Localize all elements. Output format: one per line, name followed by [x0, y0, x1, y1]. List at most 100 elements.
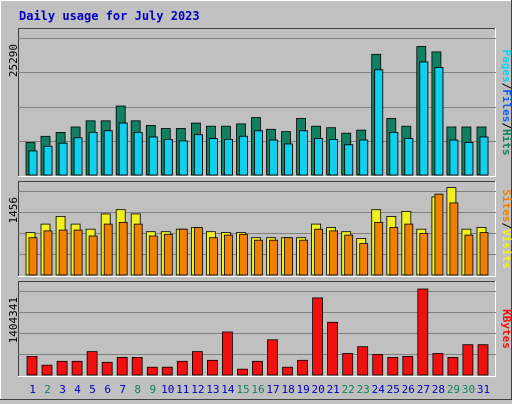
y-max-label: 1404341 — [7, 297, 20, 343]
day-label: 17 — [266, 383, 279, 396]
day-label: 23 — [357, 383, 370, 396]
bar-sites — [118, 221, 128, 276]
right-label-pages: Pages — [500, 50, 512, 83]
bar-sites — [344, 234, 354, 276]
day-label: 20 — [311, 383, 324, 396]
bar-kbytes — [327, 321, 339, 376]
bar-kbytes — [402, 355, 414, 376]
bar-kbytes — [176, 360, 188, 376]
bar-sites — [103, 223, 113, 276]
day-label: 15 — [236, 383, 249, 396]
day-label: 14 — [221, 383, 235, 396]
bar-kbytes — [462, 344, 474, 376]
bar-kbytes — [267, 339, 278, 376]
bar-sites — [28, 237, 38, 276]
day-label: 26 — [402, 383, 415, 396]
bar-pages — [434, 67, 444, 176]
bar-kbytes — [282, 366, 293, 376]
panel-hits-files-pages: 25290 Pages/Files/Hits — [7, 28, 512, 177]
bar-sites — [148, 235, 158, 276]
right-label-kbytes: KBytes — [500, 309, 512, 349]
bar-sites — [133, 223, 143, 276]
day-label: 10 — [161, 383, 174, 396]
bar-kbytes — [101, 361, 113, 376]
day-label: 7 — [119, 383, 126, 396]
bar-sites — [163, 233, 173, 276]
chart-title: Daily usage for July 2023 — [19, 9, 200, 23]
day-label: 13 — [206, 383, 219, 396]
day-label: 6 — [104, 383, 111, 396]
right-label-separator: / — [500, 222, 512, 229]
bar-kbytes — [146, 366, 158, 376]
bar-kbytes — [71, 360, 83, 376]
day-label: 29 — [447, 383, 460, 396]
bar-sites — [88, 235, 98, 276]
day-label: 5 — [89, 383, 96, 396]
bar-pages — [133, 131, 143, 176]
bar-sites — [389, 227, 399, 276]
bar-sites — [208, 237, 218, 276]
day-label: 25 — [387, 383, 400, 396]
bar-kbytes — [447, 356, 459, 376]
bar-kbytes — [237, 368, 248, 376]
day-label: 27 — [417, 383, 430, 396]
right-label-sites: Sites — [500, 189, 512, 222]
bar-sites — [43, 230, 53, 276]
bar-pages — [73, 137, 83, 176]
bar-kbytes — [86, 351, 98, 376]
bar-pages — [208, 138, 218, 176]
bar-sites — [359, 243, 369, 276]
bar-kbytes — [221, 331, 233, 376]
bar-kbytes — [41, 364, 53, 376]
right-axis-label: Pages/Files/Hits — [500, 50, 512, 156]
right-label-hits: Hits — [500, 129, 512, 156]
bar-pages — [419, 61, 429, 176]
bar-pages — [314, 138, 324, 176]
bar-kbytes — [342, 353, 354, 376]
bar-pages — [178, 140, 188, 176]
bar-kbytes — [477, 344, 489, 376]
bar-kbytes — [206, 359, 218, 376]
day-label: 18 — [281, 383, 294, 396]
bar-pages — [359, 139, 369, 176]
bar-pages — [404, 138, 414, 176]
day-label: 12 — [191, 383, 204, 396]
day-label: 31 — [477, 383, 490, 396]
bar-pages — [464, 142, 474, 176]
bar-pages — [449, 139, 459, 176]
day-label: 22 — [342, 383, 355, 396]
bar-sites — [178, 228, 188, 276]
series-kbytes — [26, 288, 489, 376]
bar-sites — [299, 239, 309, 276]
bar-kbytes — [56, 360, 68, 376]
bar-kbytes — [252, 360, 263, 376]
bar-sites — [419, 233, 429, 276]
bar-pages — [163, 138, 173, 176]
bar-pages — [43, 145, 53, 176]
bar-pages — [28, 150, 38, 176]
bar-pages — [329, 138, 339, 176]
bar-sites — [374, 221, 384, 276]
bar-kbytes — [161, 366, 173, 376]
y-max-label: 1456 — [7, 197, 20, 224]
bar-sites — [193, 227, 203, 276]
day-label: 2 — [44, 383, 51, 396]
bar-pages — [193, 134, 203, 176]
day-label: 19 — [296, 383, 309, 396]
bar-pages — [58, 142, 68, 176]
series-sites — [28, 193, 489, 276]
bar-kbytes — [26, 355, 38, 376]
panel-kbytes: 1404341 KBytes — [7, 281, 512, 377]
day-label: 24 — [372, 383, 386, 396]
bar-pages — [284, 143, 293, 176]
day-label: 30 — [462, 383, 475, 396]
bar-sites — [284, 237, 293, 276]
bar-pages — [344, 144, 354, 176]
bar-kbytes — [387, 356, 399, 376]
day-label: 8 — [134, 383, 141, 396]
day-label: 1 — [29, 383, 36, 396]
bar-sites — [73, 229, 83, 276]
bar-sites — [449, 202, 459, 276]
bar-kbytes — [357, 346, 369, 376]
